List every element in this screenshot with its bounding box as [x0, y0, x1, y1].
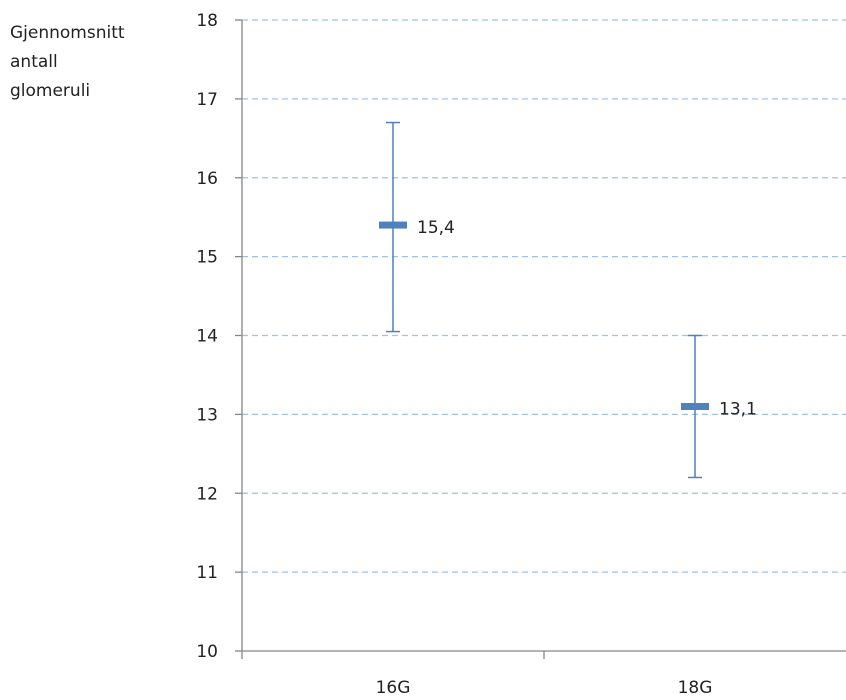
y-tick-label: 15 — [196, 248, 218, 268]
y-tick-label: 18 — [196, 11, 218, 31]
y-tick-label: 17 — [196, 90, 218, 110]
y-tick-label: 14 — [196, 327, 218, 347]
y-tick-label: 11 — [196, 563, 218, 583]
x-tick-label: 16G — [376, 678, 411, 698]
data-label: 13,1 — [719, 399, 757, 419]
y-tick-labels: 10 11 12 13 14 15 16 17 18 — [196, 11, 218, 662]
y-tick-label: 16 — [196, 169, 218, 189]
x-tick-labels: 16G 18G — [376, 678, 713, 698]
y-axis-title: Gjennomsnitt antall glomeruli — [10, 23, 125, 101]
y-tick-label: 13 — [196, 405, 218, 425]
y-tick-label: 10 — [196, 642, 218, 662]
x-tick-label: 18G — [678, 678, 713, 698]
gridlines — [242, 19, 846, 573]
axes — [235, 19, 846, 659]
data-point-marker — [681, 402, 709, 410]
data-point-marker — [379, 221, 407, 229]
data-label: 15,4 — [417, 218, 455, 238]
y-tick-label: 12 — [196, 484, 218, 504]
data-marks: 15,4 13,1 — [379, 121, 757, 479]
